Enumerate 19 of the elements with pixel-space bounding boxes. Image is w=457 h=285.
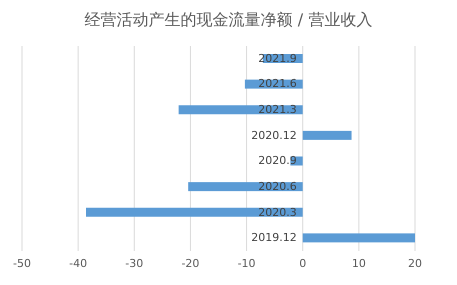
y-tick-label: 2020.6 [258, 180, 297, 194]
chart-title: 经营活动产生的现金流量净额 / 营业收入 [84, 10, 374, 31]
y-tick-label: 2020.3 [258, 206, 297, 220]
x-tick-label: -10 [238, 256, 256, 270]
x-tick-label: 20 [408, 256, 422, 270]
bar [86, 208, 303, 217]
y-tick-label: 2019.12 [251, 231, 297, 246]
y-tick-label: 2020.12 [251, 128, 297, 143]
x-tick-label: -40 [69, 256, 88, 270]
x-tick-label: -30 [125, 256, 144, 270]
x-tick-label: 10 [352, 256, 366, 270]
y-tick-label: 2021.3 [258, 103, 297, 118]
x-tick-label: 0 [299, 256, 306, 270]
y-tick-label: 2021.6 [258, 77, 297, 92]
x-tick-label: -20 [181, 256, 200, 270]
bar [178, 105, 303, 114]
bar [302, 130, 352, 140]
bar [302, 233, 415, 242]
x-tick-label: -50 [13, 256, 31, 270]
